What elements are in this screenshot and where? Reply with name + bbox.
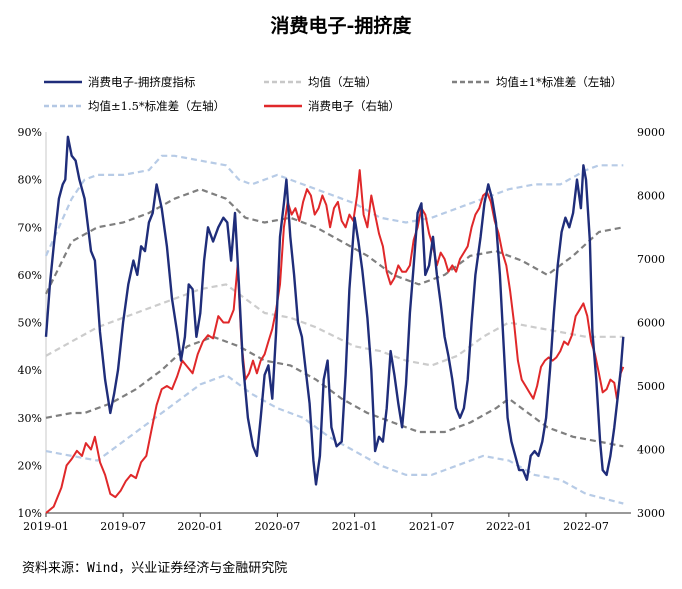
right-tick-label: 9000 [637,126,665,139]
source-note: 资料来源：Wind，兴业证券经济与金融研究院 [22,560,287,576]
x-tick-label: 2022-07 [563,520,609,533]
legend-label: 均值±1*标准差（左轴） [496,75,622,89]
chart-title: 消费电子-拥挤度 [271,14,413,37]
right-tick-label: 6000 [637,317,665,330]
x-axis: 2019-01 2019-07 2020-01 2020-07 2021-01 2021-… [23,513,609,533]
right-tick-label: 3000 [637,507,665,520]
x-tick-label: 2020-01 [177,520,223,533]
left-tick-label: 10% [18,507,42,520]
left-tick-label: 60% [18,269,42,282]
right-axis: 3000 4000 5000 6000 7000 8000 9000 [637,126,665,520]
left-tick-label: 70% [18,221,42,234]
x-tick-label: 2019-07 [100,520,146,533]
x-tick-label: 2021-01 [332,520,378,533]
right-tick-label: 5000 [637,380,665,393]
left-tick-label: 30% [18,412,42,425]
series-line-2 [45,188,624,295]
right-tick-label: 4000 [637,444,665,457]
legend: 消费电子-拥挤度指标 均值（左轴） 均值±1*标准差（左轴） 均值±1.5*标准差（左… [44,75,622,113]
left-tick-label: 20% [18,459,42,472]
legend-label: 均值±1.5*标准差（左轴） [88,99,225,113]
left-tick-label: 90% [18,126,42,139]
left-tick-label: 80% [18,174,42,187]
right-tick-label: 8000 [637,190,665,203]
series-line-0 [44,135,625,486]
left-tick-label: 40% [18,364,42,377]
series-line-3 [44,154,624,257]
left-axis: 10% 20% 30% 40% 50% 60% 70% 80% 90% [18,126,42,520]
plot-area [45,132,631,514]
right-tick-label: 7000 [637,253,665,266]
series-layer [44,135,625,514]
legend-label: 均值（左轴） [308,75,377,89]
x-tick-label: 2019-01 [23,520,69,533]
series-line-4 [45,335,624,448]
left-tick-label: 50% [18,317,42,330]
series-line-6 [45,169,625,514]
x-tick-label: 2022-01 [486,520,532,533]
legend-label: 消费电子-拥挤度指标 [88,75,195,89]
series-line-5 [45,373,624,505]
series-line-1 [45,283,624,367]
x-tick-label: 2021-07 [409,520,455,533]
legend-label: 消费电子（右轴） [308,99,400,113]
x-tick-label: 2020-07 [255,520,301,533]
